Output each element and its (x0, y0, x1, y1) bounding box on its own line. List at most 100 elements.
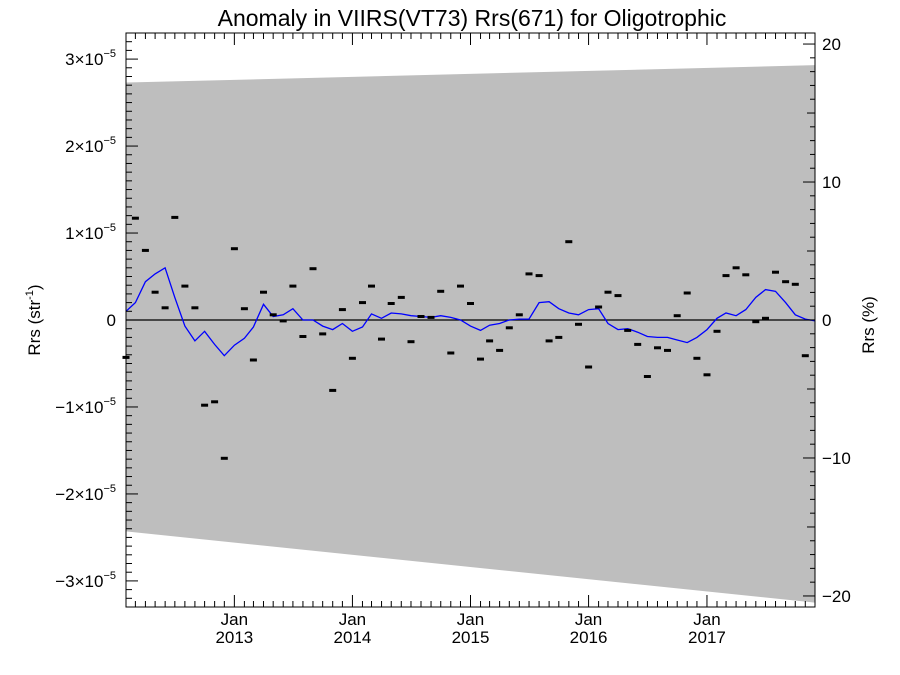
data-point-22 (338, 308, 346, 312)
data-point-8 (201, 403, 209, 407)
data-point-42 (535, 274, 543, 278)
y-left-tick-times-ten: ×10 (75, 137, 104, 156)
data-point-66 (772, 270, 779, 274)
data-point-37 (486, 339, 494, 343)
y-left-tick-times-ten: ×10 (75, 50, 104, 69)
data-point-56 (673, 314, 681, 318)
data-point-32 (437, 289, 445, 293)
data-points-layer (122, 215, 809, 460)
y-left-tick-mantissa: −2 (55, 485, 74, 504)
data-point-9 (211, 400, 219, 404)
data-point-12 (240, 307, 248, 311)
x-tick-year-3: 2016 (570, 628, 608, 647)
data-point-17 (289, 284, 297, 288)
y-left-tick-mantissa: 2 (65, 137, 74, 156)
x-tick-month-1: Jan (339, 610, 366, 629)
y-right-tick-label-3: −10 (822, 449, 851, 468)
y-left-tick-label-3: 0 (107, 311, 116, 330)
data-point-21 (329, 388, 337, 392)
x-tick-month-2: Jan (457, 610, 484, 629)
y-left-tick-mantissa: 0 (107, 311, 116, 330)
y-right-tick-label-0: 20 (822, 35, 841, 54)
data-point-10 (220, 456, 228, 460)
y-left-tick-exponent: −5 (103, 570, 116, 582)
data-point-18 (299, 335, 307, 338)
y-axis-right-label: Rrs (%) (859, 296, 878, 354)
x-tick-year-4: 2017 (688, 628, 726, 647)
data-point-29 (407, 340, 415, 344)
data-point-34 (457, 284, 464, 288)
data-point-49 (604, 290, 612, 294)
y-left-tick-exponent: −5 (103, 48, 116, 60)
data-point-44 (555, 335, 563, 339)
y-left-tick-mantissa: −1 (55, 398, 74, 417)
data-point-69 (801, 354, 809, 358)
x-tick-month-0: Jan (221, 610, 248, 629)
y-axis-left-label: Rrs (str-1) (24, 284, 44, 355)
data-point-16 (279, 319, 287, 323)
y-left-tick-label-5: −2×10−5 (55, 483, 116, 504)
data-point-46 (575, 322, 582, 326)
data-point-54 (654, 346, 661, 350)
data-point-25 (368, 284, 375, 288)
data-point-14 (260, 290, 267, 294)
data-point-63 (742, 273, 750, 277)
data-point-38 (496, 348, 504, 352)
data-point-59 (703, 373, 711, 377)
data-point-5 (171, 215, 179, 219)
smooth-line (125, 266, 816, 357)
data-point-30 (417, 315, 425, 318)
x-tick-month-4: Jan (693, 610, 720, 629)
data-point-24 (359, 301, 366, 305)
y-left-tick-label-2: 1×10−5 (65, 222, 116, 243)
data-point-57 (683, 291, 691, 295)
data-point-61 (722, 274, 730, 278)
data-point-68 (791, 282, 799, 286)
y-left-tick-exponent: −5 (103, 222, 116, 234)
y-right-tick-label-4: −20 (822, 587, 851, 606)
data-point-40 (515, 313, 523, 317)
data-point-53 (643, 375, 651, 378)
data-point-1 (131, 216, 139, 220)
data-point-13 (249, 358, 257, 362)
data-point-67 (782, 280, 790, 284)
data-point-33 (447, 351, 455, 355)
data-point-48 (595, 305, 603, 309)
x-tick-month-3: Jan (575, 610, 602, 629)
data-point-6 (181, 284, 189, 288)
data-point-60 (713, 329, 721, 333)
y-left-tick-exponent: −5 (103, 483, 116, 495)
data-point-7 (191, 306, 199, 310)
data-point-47 (585, 365, 593, 369)
data-point-4 (161, 306, 169, 310)
y-left-tick-mantissa: 3 (65, 50, 74, 69)
smooth-line-layer (125, 266, 816, 357)
data-point-45 (565, 240, 573, 244)
data-point-11 (230, 247, 238, 251)
data-point-43 (545, 339, 553, 343)
y-left-tick-times-ten: ×10 (75, 398, 104, 417)
data-point-19 (309, 267, 317, 271)
data-point-35 (467, 302, 474, 305)
data-point-3 (151, 290, 159, 294)
y-left-tick-times-ten: ×10 (75, 572, 104, 591)
axes-layer (125, 32, 816, 608)
y-left-tick-times-ten: ×10 (75, 485, 104, 504)
x-tick-year-2: 2015 (452, 628, 490, 647)
data-point-15 (269, 313, 277, 317)
data-point-65 (762, 316, 769, 320)
data-point-51 (624, 328, 632, 332)
y-left-tick-exponent: −5 (103, 135, 116, 147)
chart-title: Anomaly in VIIRS(VT73) Rrs(671) for Olig… (218, 5, 727, 31)
y-left-tick-mantissa: 1 (65, 224, 74, 243)
x-tick-year-1: 2014 (334, 628, 372, 647)
x-tick-year-0: 2013 (215, 628, 253, 647)
data-point-36 (477, 357, 484, 361)
y-left-tick-label-4: −1×10−5 (55, 396, 116, 417)
y-left-tick-times-ten: ×10 (75, 224, 104, 243)
data-point-39 (505, 326, 513, 330)
data-point-20 (319, 332, 327, 336)
y-right-tick-label-1: 10 (822, 173, 841, 192)
data-point-26 (378, 337, 385, 341)
uncertainty-band (126, 65, 815, 603)
